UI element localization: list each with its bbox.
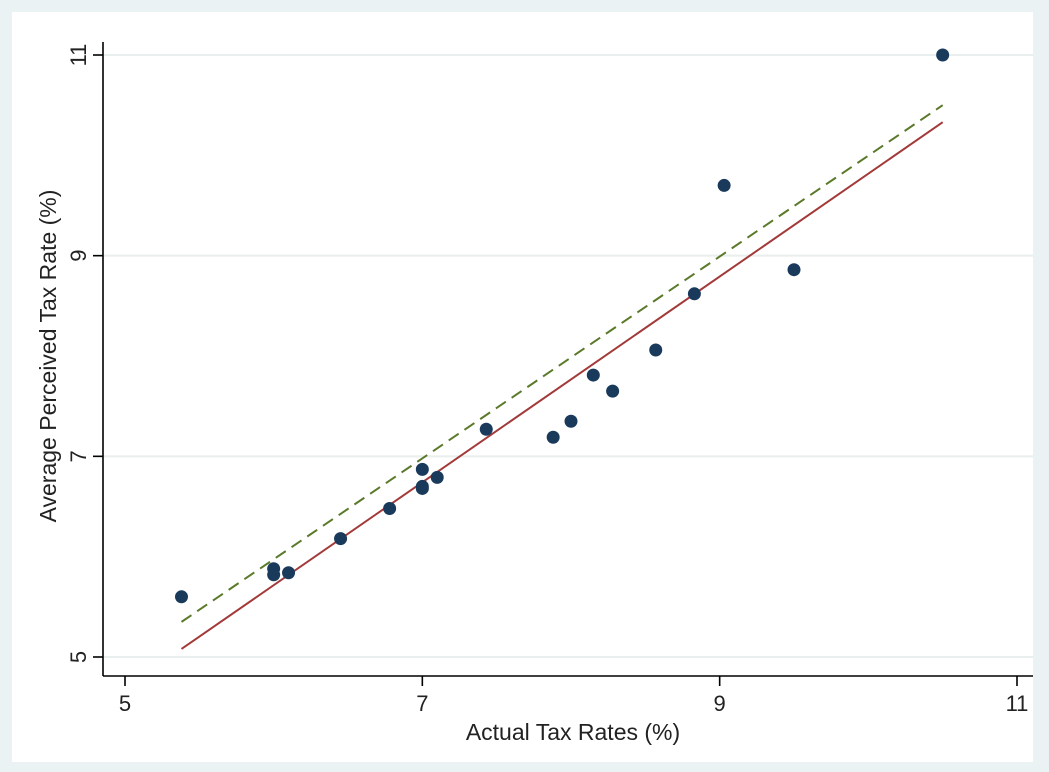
data-point [586,368,600,382]
x-tick-label: 11 [1006,691,1029,716]
dashed-reference-line [180,104,944,623]
data-point [282,566,296,580]
x-tick-label: 7 [416,691,428,716]
x-tick-label: 5 [119,691,131,716]
data-point [606,384,620,398]
data-point [415,481,429,495]
y-tick-label: 5 [66,651,91,663]
y-axis-title: Average Perceived Tax Rate (%) [35,190,61,523]
axes [93,42,1033,686]
data-point [717,178,731,192]
y-tick-label: 9 [66,250,91,262]
data-point [649,343,663,357]
tick-labels: 5 7 9 11 5 7 9 11 [66,44,1028,716]
data-point [687,287,701,301]
data-point [430,470,444,484]
data-point [787,263,801,277]
gridlines [103,54,1033,658]
plot-area [12,12,1033,762]
data-point [267,568,281,582]
data-point [334,532,348,546]
y-tick-label: 11 [66,44,91,67]
data-points [174,48,950,604]
data-point [383,502,397,516]
data-point [936,48,950,62]
solid-fit-line [180,121,944,650]
x-tick-label: 9 [714,691,726,716]
fit-lines [180,104,944,650]
data-point [479,422,493,436]
x-axis-title: Actual Tax Rates (%) [466,719,680,745]
y-tick-label: 7 [66,450,91,462]
data-point [546,430,560,444]
data-point [564,414,578,428]
data-point [415,462,429,476]
data-point [174,590,188,604]
